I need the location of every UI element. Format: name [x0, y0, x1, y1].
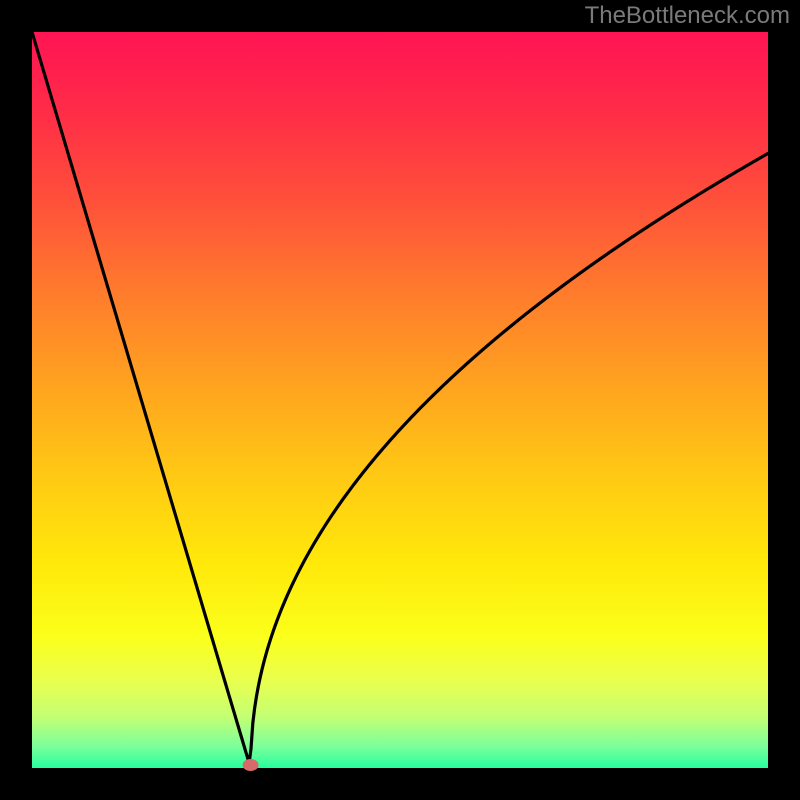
optimal-point-marker: [243, 759, 259, 771]
watermark-text: TheBottleneck.com: [585, 2, 790, 30]
bottleneck-chart: [0, 0, 800, 800]
chart-container: TheBottleneck.com: [0, 0, 800, 800]
